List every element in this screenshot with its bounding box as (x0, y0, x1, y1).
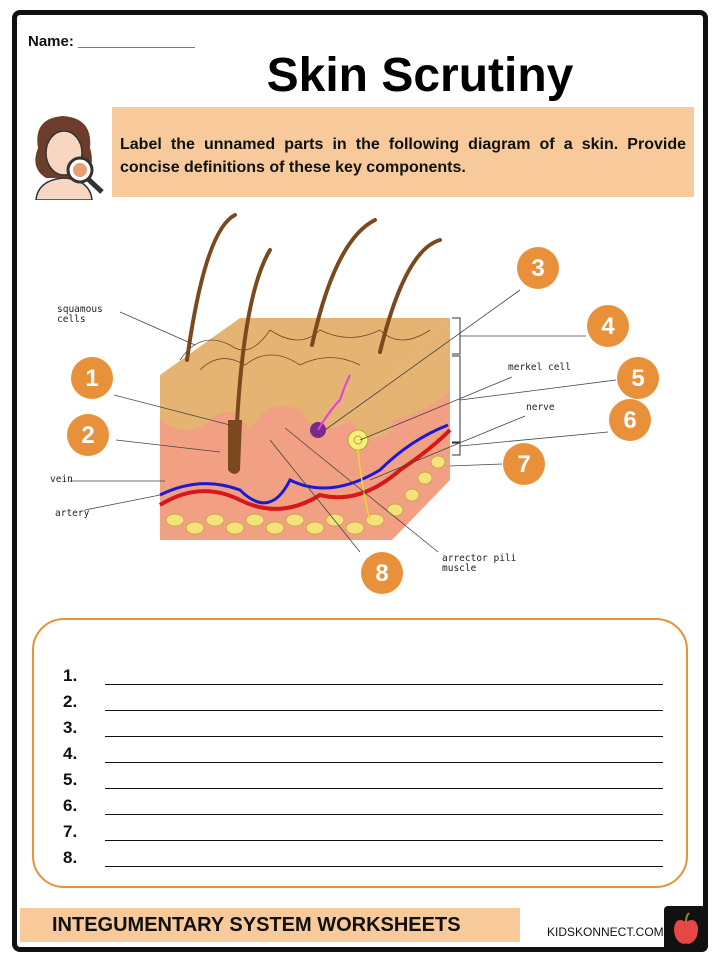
answer-line[interactable] (105, 814, 663, 815)
label-merkel-cell: merkel cell (508, 362, 571, 373)
instructions-box: Label the unnamed parts in the following… (112, 107, 694, 197)
marker-4: 4 (587, 305, 629, 347)
answer-row-4[interactable]: 4. (63, 744, 663, 766)
answer-line[interactable] (105, 788, 663, 789)
svg-text:2: 2 (81, 422, 94, 449)
answer-box (32, 618, 688, 888)
skin-diagram: squamous cells merkel cell nerve vein ar… (50, 213, 659, 594)
label-arrector-pili: arrector pili (442, 553, 517, 564)
answer-row-6[interactable]: 6. (63, 796, 663, 818)
svg-text:5: 5 (631, 365, 644, 392)
svg-text:3: 3 (531, 255, 544, 282)
marker-5: 5 (617, 357, 659, 399)
fat-cells (165, 455, 446, 535)
marker-8: 8 (361, 552, 403, 594)
skin-top-face (160, 318, 450, 375)
answer-row-1[interactable]: 1. (63, 666, 663, 688)
answer-row-8[interactable]: 8. (63, 848, 663, 870)
answer-row-7[interactable]: 7. (63, 822, 663, 844)
label-nerve: nerve (526, 402, 555, 413)
artery-vessel (158, 428, 452, 511)
marker-2: 2 (67, 414, 109, 456)
apple-icon (674, 912, 698, 944)
svg-text:7: 7 (517, 451, 530, 478)
answer-row-2[interactable]: 2. (63, 692, 663, 714)
marker-3: 3 (517, 247, 559, 289)
answer-line[interactable] (105, 710, 663, 711)
name-field[interactable]: Name: ______________ (28, 33, 195, 50)
logo-badge (664, 906, 708, 952)
label-muscle: muscle (442, 563, 477, 574)
page-title: Skin Scrutiny (266, 49, 574, 102)
svg-text:8: 8 (375, 560, 388, 587)
label-artery: artery (55, 508, 90, 519)
site-link[interactable]: KIDSKONNECT.COM (547, 925, 664, 939)
answer-line[interactable] (105, 866, 663, 867)
svg-text:6: 6 (623, 407, 636, 434)
footer-banner: INTEGUMENTARY SYSTEM WORKSHEETS (20, 908, 520, 942)
page-frame (12, 10, 708, 952)
pacinian-corpuscle (347, 429, 369, 451)
label-vein: vein (50, 474, 73, 485)
answer-row-5[interactable]: 5. (63, 770, 663, 792)
answer-line[interactable] (105, 736, 663, 737)
svg-text:4: 4 (601, 313, 615, 340)
epidermis (160, 375, 392, 438)
avatar-magnifier-icon (35, 116, 104, 200)
answer-line[interactable] (105, 840, 663, 841)
hair-shafts (185, 213, 442, 472)
marker-6: 6 (609, 399, 651, 441)
marker-1: 1 (71, 357, 113, 399)
answer-line[interactable] (105, 762, 663, 763)
svg-text:1: 1 (85, 365, 98, 392)
label-cells: cells (57, 314, 86, 325)
marker-7: 7 (503, 443, 545, 485)
vein-vessel (159, 423, 449, 505)
hair-follicle (228, 420, 242, 474)
answer-row-3[interactable]: 3. (63, 718, 663, 740)
answer-line[interactable] (105, 684, 663, 685)
label-squamous: squamous (57, 304, 103, 315)
